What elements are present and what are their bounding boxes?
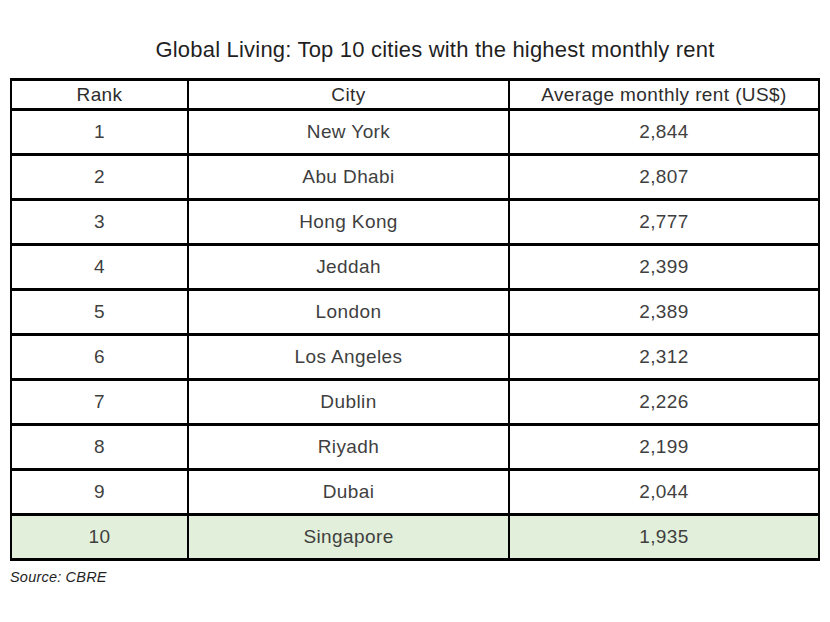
- rank-cell: 4: [11, 245, 188, 290]
- rank-cell: 5: [11, 290, 188, 335]
- rank-cell: 8: [11, 425, 188, 470]
- city-cell: Riyadh: [188, 425, 509, 470]
- table-row: 2 Abu Dhabi 2,807: [11, 155, 819, 200]
- table-row: 4 Jeddah 2,399: [11, 245, 819, 290]
- table-row: 9 Dubai 2,044: [11, 470, 819, 515]
- rank-cell: 10: [11, 515, 188, 560]
- rank-cell: 6: [11, 335, 188, 380]
- rent-table: Rank City Average monthly rent (US$) 1 N…: [10, 78, 820, 561]
- rank-cell: 1: [11, 110, 188, 155]
- table-row: 3 Hong Kong 2,777: [11, 200, 819, 245]
- city-cell: New York: [188, 110, 509, 155]
- column-header-rank: Rank: [11, 80, 188, 110]
- table-row: 6 Los Angeles 2,312: [11, 335, 819, 380]
- city-cell: Jeddah: [188, 245, 509, 290]
- page: Global Living: Top 10 cities with the hi…: [0, 0, 830, 622]
- rent-cell: 2,807: [509, 155, 819, 200]
- table-row-highlighted: 10 Singapore 1,935: [11, 515, 819, 560]
- table-row: 5 London 2,389: [11, 290, 819, 335]
- column-header-rent: Average monthly rent (US$): [509, 80, 819, 110]
- rent-cell: 2,044: [509, 470, 819, 515]
- city-cell: Los Angeles: [188, 335, 509, 380]
- rank-cell: 7: [11, 380, 188, 425]
- rent-cell: 2,399: [509, 245, 819, 290]
- rent-cell: 2,389: [509, 290, 819, 335]
- column-header-city: City: [188, 80, 509, 110]
- rent-cell: 2,199: [509, 425, 819, 470]
- city-cell: Dubai: [188, 470, 509, 515]
- table-header-row: Rank City Average monthly rent (US$): [11, 80, 819, 110]
- city-cell: Abu Dhabi: [188, 155, 509, 200]
- table-row: 7 Dublin 2,226: [11, 380, 819, 425]
- source-note: Source: CBRE: [10, 569, 107, 585]
- rent-cell: 2,844: [509, 110, 819, 155]
- city-cell: Dublin: [188, 380, 509, 425]
- page-title: Global Living: Top 10 cities with the hi…: [40, 36, 830, 64]
- rent-cell: 2,312: [509, 335, 819, 380]
- city-cell: Singapore: [188, 515, 509, 560]
- rank-cell: 2: [11, 155, 188, 200]
- rent-cell: 2,777: [509, 200, 819, 245]
- rent-cell: 2,226: [509, 380, 819, 425]
- table-row: 1 New York 2,844: [11, 110, 819, 155]
- rent-cell: 1,935: [509, 515, 819, 560]
- city-cell: Hong Kong: [188, 200, 509, 245]
- rank-cell: 9: [11, 470, 188, 515]
- rank-cell: 3: [11, 200, 188, 245]
- city-cell: London: [188, 290, 509, 335]
- table-row: 8 Riyadh 2,199: [11, 425, 819, 470]
